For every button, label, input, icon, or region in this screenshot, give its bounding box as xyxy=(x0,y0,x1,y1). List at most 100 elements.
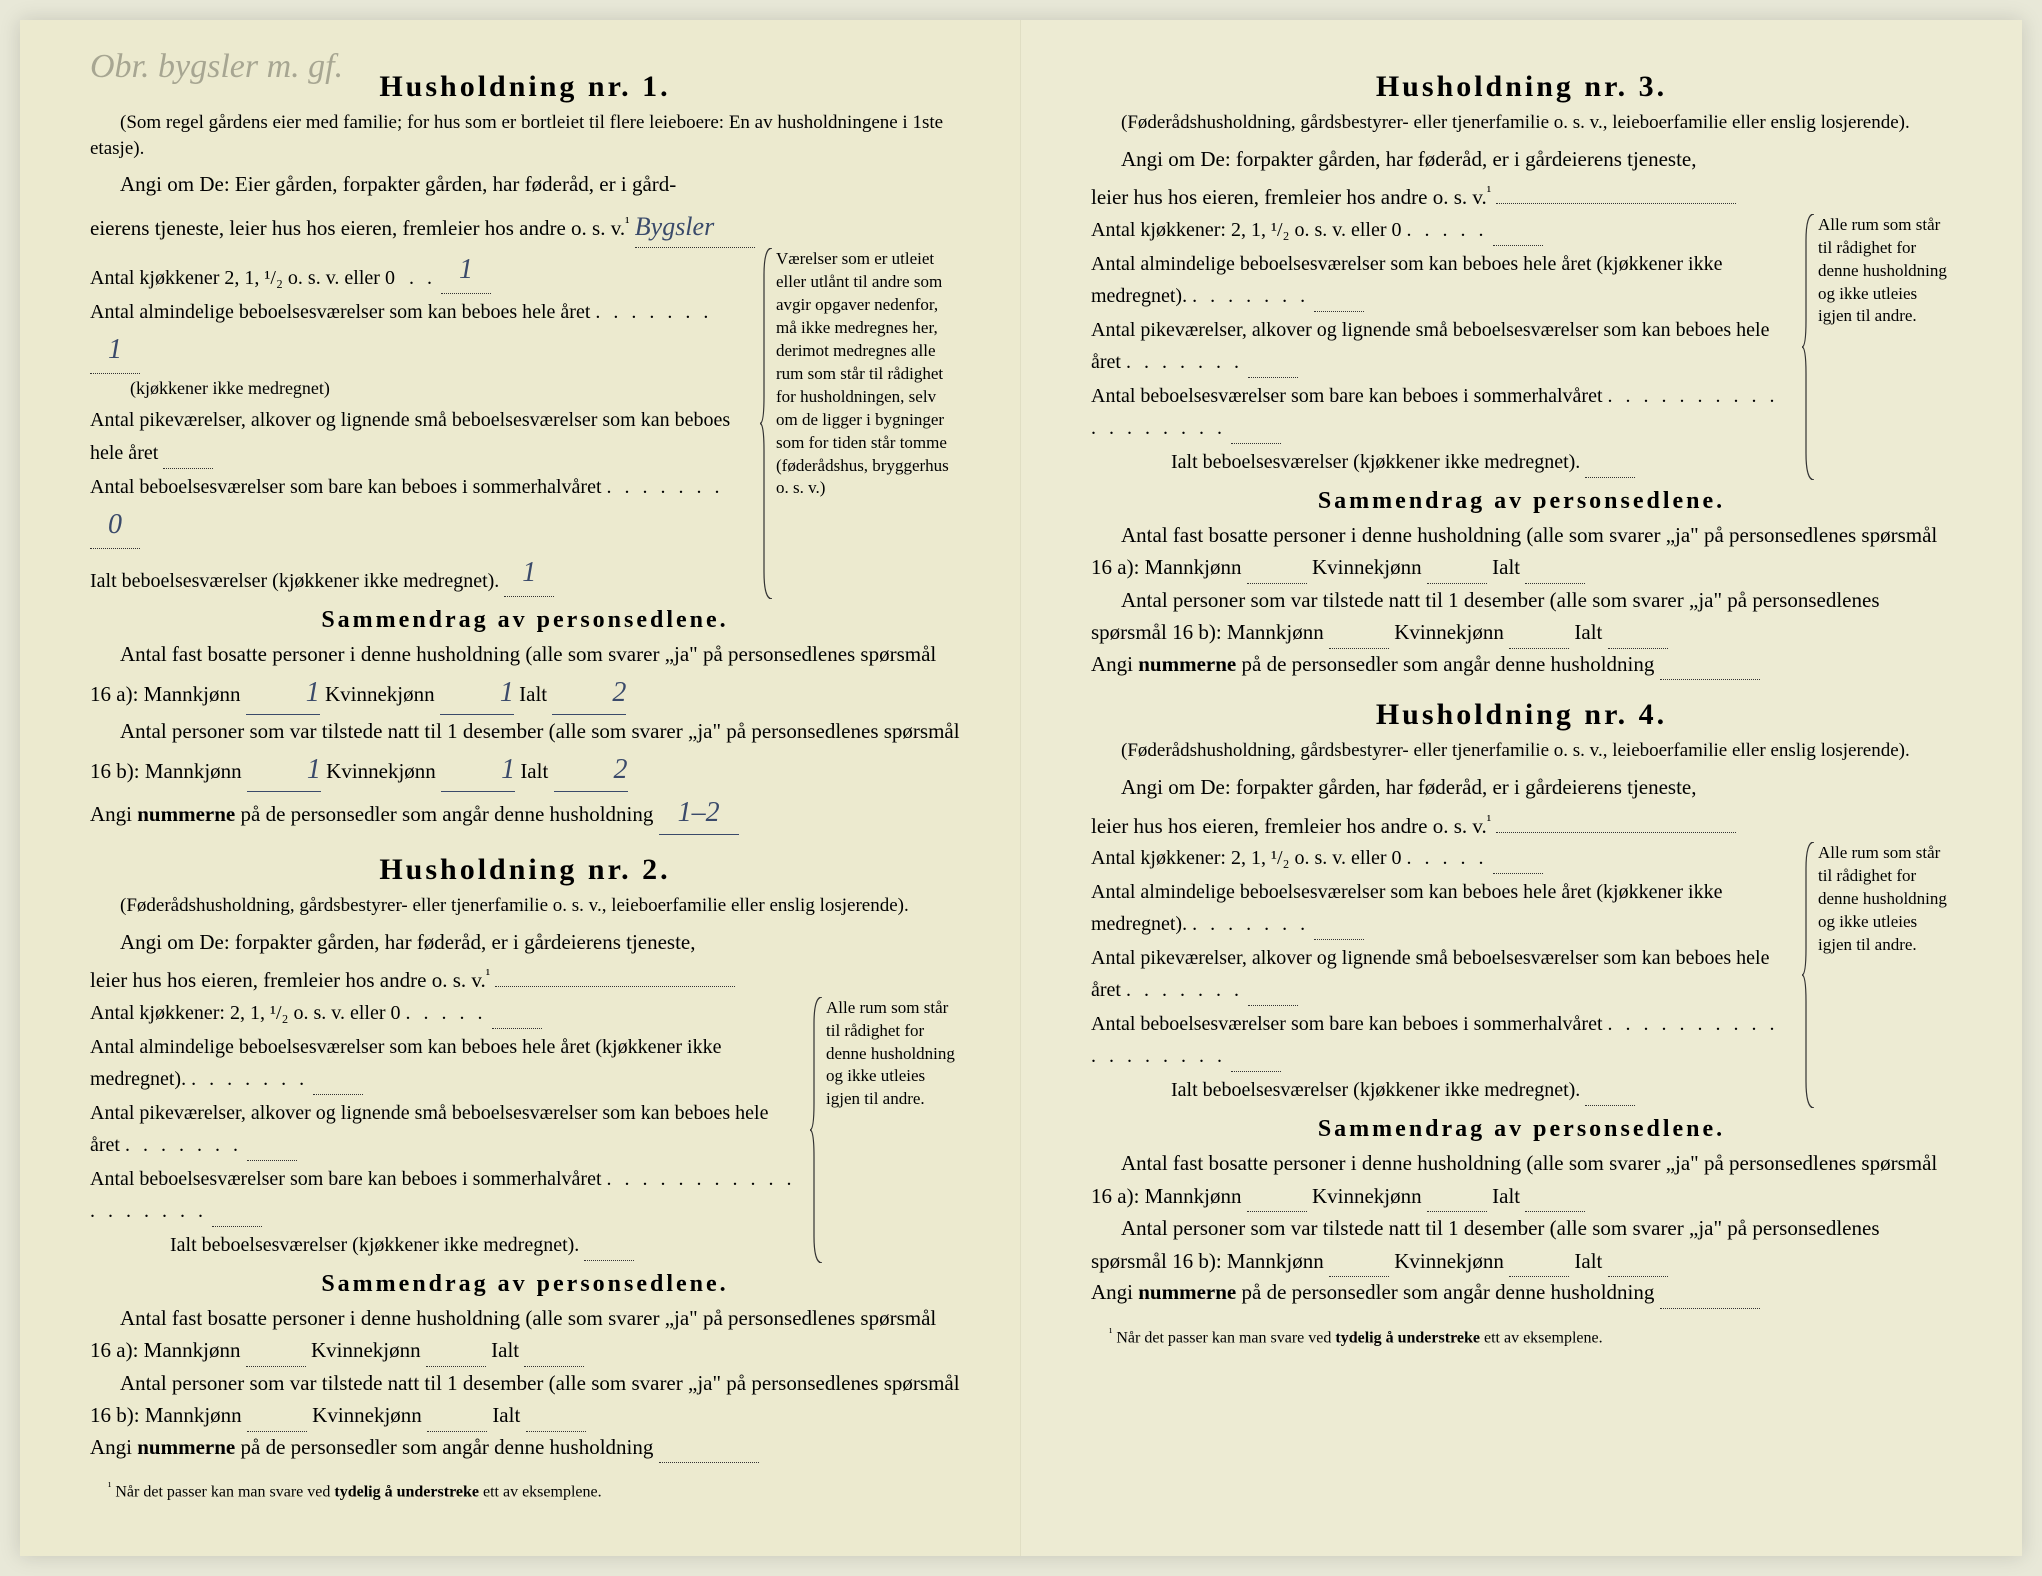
kvinne-label: Kvinnekjønn xyxy=(312,1403,422,1427)
household-1-rooms: Antal kjøkkener 2, 1, ¹/₂ o. s. v. eller… xyxy=(90,248,960,599)
sommer-fill xyxy=(1231,1071,1281,1072)
household-4-title: Husholdning nr. 4. xyxy=(1091,698,1952,732)
household-1-angi: Angi om De: Eier gården, forpakter gårde… xyxy=(90,169,960,201)
angi-cont-text: leier hus hos eieren, fremleier hos andr… xyxy=(1091,185,1487,209)
row-sommer: Antal beboelsesværelser som bare kan beb… xyxy=(90,471,752,549)
almindelige-label: Antal almindelige beboelsesværelser som … xyxy=(90,1036,721,1090)
household-3-summary-heading: Sammendrag av personsedlene. xyxy=(1091,488,1952,515)
kjokkener-label: Antal kjøkkener: 2, 1, ¹/₂ o. s. v. elle… xyxy=(90,1002,401,1024)
sidenote-text: Værelser som er utleiet eller utlånt til… xyxy=(776,249,949,497)
ialt-label: Ialt beboelsesværelser (kjøkkener ikke m… xyxy=(90,570,499,592)
fast-ialt-fill: 2 xyxy=(552,671,626,715)
angi-fill xyxy=(495,986,735,987)
row-kjokkener: Antal kjøkkener: 2, 1, ¹/₂ o. s. v. elle… xyxy=(1091,842,1794,874)
footnote-right: ¹ Når det passer kan man svare ved tydel… xyxy=(1091,1327,1952,1347)
household-2-summary-heading: Sammendrag av personsedlene. xyxy=(90,1271,960,1298)
household-2-angi: Angi om De: forpakter gården, har føderå… xyxy=(90,927,960,959)
sommer-val: 0 xyxy=(108,503,122,548)
row-ialt: Ialt beboelsesværelser (kjøkkener ikke m… xyxy=(1091,446,1794,478)
household-2-numrene: Angi nummerne på de personsedler som ang… xyxy=(90,1432,960,1464)
ialt-fill xyxy=(1585,477,1635,478)
household-4-note: (Føderådshusholdning, gårdsbestyrer- ell… xyxy=(1091,738,1952,764)
ialt-label: Ialt xyxy=(1574,1249,1602,1273)
dots: . . . . . . . xyxy=(125,1134,242,1156)
almindelige-fill: 1 xyxy=(90,328,140,374)
angi-cont-text: leier hus hos eieren, fremleier hos andr… xyxy=(90,968,486,992)
til-m-val: 1 xyxy=(277,748,321,791)
ialt-label: Ialt xyxy=(1492,1184,1520,1208)
household-3-note: (Føderådshusholdning, gårdsbestyrer- ell… xyxy=(1091,110,1952,136)
ialt-label: Ialt beboelsesværelser (kjøkkener ikke m… xyxy=(170,1234,579,1256)
angi-fill xyxy=(1496,832,1736,833)
household-1-tilstede: Antal personer som var tilstede natt til… xyxy=(90,715,960,792)
census-document: Obr. bygsler m. gf. Husholdning nr. 1. (… xyxy=(20,20,2022,1556)
dots: . . . . . . . xyxy=(1192,913,1309,935)
angi-prefix: Angi om De: forpakter gården, har føderå… xyxy=(1121,775,1697,799)
numrene-prefix: Angi nummerne på de personsedler som ang… xyxy=(1091,1280,1654,1304)
household-2-fast: Antal fast bosatte personer i denne hush… xyxy=(90,1302,960,1367)
kjokkener-fill xyxy=(492,1028,542,1029)
household-1-numrene: Angi nummerne på de personsedler som ang… xyxy=(90,792,960,835)
dots: . . . . . xyxy=(1407,219,1488,241)
numrene-fill xyxy=(659,1462,759,1463)
ialt-label: Ialt xyxy=(520,759,548,783)
rooms-list: Antal kjøkkener 2, 1, ¹/₂ o. s. v. eller… xyxy=(90,248,752,599)
almindelige-fill xyxy=(1314,311,1364,312)
numrene-val: 1–2 xyxy=(678,792,720,834)
almindelige-fill xyxy=(1314,939,1364,940)
rooms-list: Antal kjøkkener: 2, 1, ¹/₂ o. s. v. elle… xyxy=(1091,842,1794,1108)
pike-fill xyxy=(163,436,213,469)
household-2-angi-cont: leier hus hos eieren, fremleier hos andr… xyxy=(90,964,960,997)
kjokkener-fill xyxy=(1493,245,1543,246)
kjokkener-label: Antal kjøkkener: 2, 1, ¹/₂ o. s. v. elle… xyxy=(1091,219,1402,241)
til-k-fill: 1 xyxy=(441,748,515,792)
angi-handwritten: Bygsler xyxy=(635,212,714,241)
household-2-tilstede: Antal personer som var tilstede natt til… xyxy=(90,1367,960,1432)
kvinne-label: Kvinnekjønn xyxy=(326,759,436,783)
row-pike: Antal pikeværelser, alkover og lignende … xyxy=(90,404,752,469)
household-1-summary-heading: Sammendrag av personsedlene. xyxy=(90,607,960,634)
fast-m-fill: 1 xyxy=(246,671,320,715)
sommer-label: Antal beboelsesværelser som bare kan beb… xyxy=(1091,385,1603,407)
footnote-ref: ¹ xyxy=(1487,184,1491,200)
sommer-fill: 0 xyxy=(90,503,140,549)
sommer-label: Antal beboelsesværelser som bare kan beb… xyxy=(90,1168,602,1190)
ialt-fill xyxy=(1585,1105,1635,1106)
ialt-label: Ialt xyxy=(1492,555,1520,579)
pike-fill xyxy=(1248,377,1298,378)
household-1-sidenote: Værelser som er utleiet eller utlånt til… xyxy=(760,248,960,599)
tilstede-label: Antal personer som var tilstede natt til… xyxy=(90,1371,960,1428)
sommer-label: Antal beboelsesværelser som bare kan beb… xyxy=(90,476,602,498)
numrene-fill xyxy=(1660,679,1760,680)
numrene-prefix: Angi nummerne på de personsedler som ang… xyxy=(90,802,653,826)
fast-m-val: 1 xyxy=(276,671,320,714)
footnote-text-1: Når det passer kan man svare ved tydelig… xyxy=(115,1484,601,1501)
footnote-marker: ¹ xyxy=(108,1481,111,1493)
angi-cont-text: leier hus hos eieren, fremleier hos andr… xyxy=(1091,814,1487,838)
household-4-fast: Antal fast bosatte personer i denne hush… xyxy=(1091,1147,1952,1212)
sommer-fill xyxy=(1231,443,1281,444)
household-1: Husholdning nr. 1. (Som regel gårdens ei… xyxy=(90,70,960,835)
household-3-title: Husholdning nr. 3. xyxy=(1091,70,1952,104)
sidenote-text: Alle rum som står til rådighet for denne… xyxy=(1818,843,1947,954)
angi-prefix: Angi om De: Eier gården, forpakter gårde… xyxy=(120,172,676,196)
til-ialt-val: 2 xyxy=(584,748,628,791)
row-sommer: Antal beboelsesværelser som bare kan beb… xyxy=(1091,380,1794,444)
household-1-angi-cont: eierens tjeneste, leier hus hos eieren, … xyxy=(90,207,960,248)
household-3-fast: Antal fast bosatte personer i denne hush… xyxy=(1091,519,1952,584)
footnote-marker: ¹ xyxy=(1109,1327,1112,1339)
til-k-val: 1 xyxy=(471,748,515,791)
kvinne-label: Kvinnekjønn xyxy=(1394,1249,1504,1273)
pike-fill xyxy=(247,1160,297,1161)
page-left: Obr. bygsler m. gf. Husholdning nr. 1. (… xyxy=(20,20,1021,1556)
footnote-ref: ¹ xyxy=(625,215,629,231)
row-ialt: Ialt beboelsesværelser (kjøkkener ikke m… xyxy=(90,551,752,597)
dots: . . . . . xyxy=(406,1002,487,1024)
row-kjokkener: Antal kjøkkener: 2, 1, ¹/₂ o. s. v. elle… xyxy=(90,997,802,1029)
dots: . . . . . . . xyxy=(595,301,712,323)
footnote-left: ¹ Når det passer kan man svare ved tydel… xyxy=(90,1481,960,1501)
numrene-prefix: Angi nummerne på de personsedler som ang… xyxy=(1091,652,1654,676)
household-1-fast: Antal fast bosatte personer i denne hush… xyxy=(90,638,960,715)
row-ialt: Ialt beboelsesværelser (kjøkkener ikke m… xyxy=(90,1229,802,1261)
almindelige-label: Antal almindelige beboelsesværelser som … xyxy=(1091,253,1722,307)
